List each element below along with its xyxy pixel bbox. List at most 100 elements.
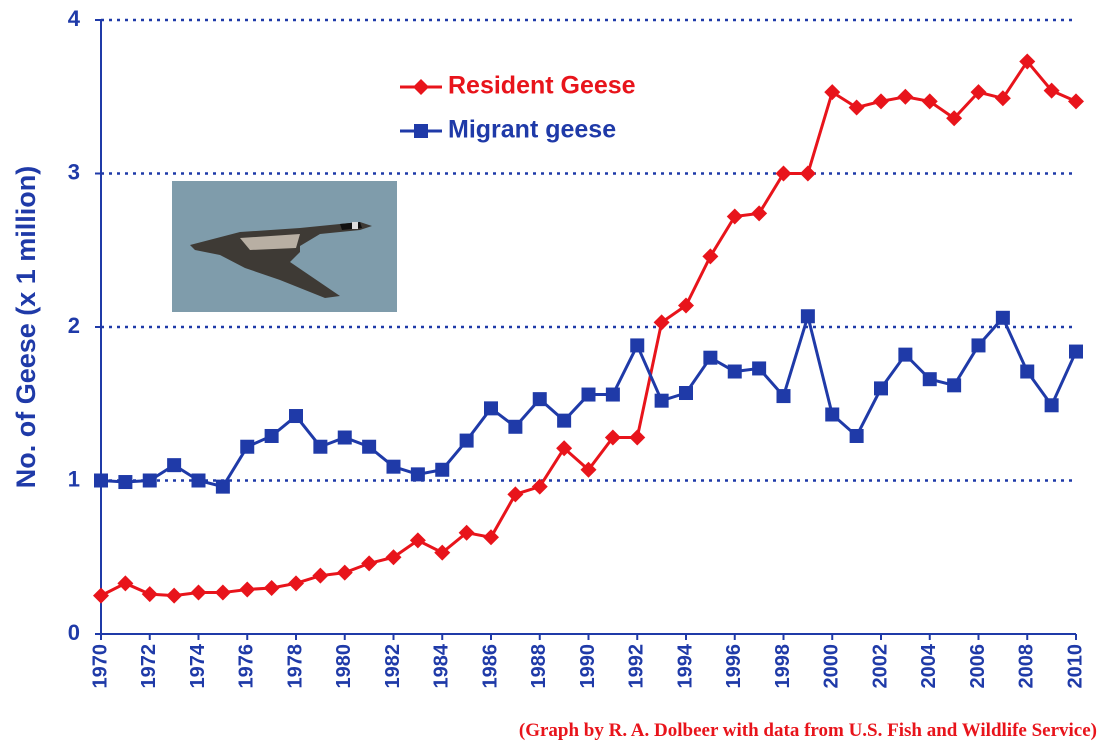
data-point — [531, 478, 548, 495]
data-point — [191, 473, 206, 488]
data-point — [824, 84, 841, 101]
data-point — [263, 579, 280, 596]
x-tick-label: 1998 — [772, 644, 794, 689]
data-point — [532, 392, 547, 407]
data-point — [118, 475, 133, 490]
data-point — [1043, 82, 1060, 99]
data-point — [775, 165, 792, 182]
data-point — [458, 524, 475, 541]
data-point — [288, 575, 304, 592]
data-point — [605, 387, 620, 402]
data-point — [410, 467, 425, 482]
data-point — [922, 372, 937, 387]
data-point — [751, 205, 768, 222]
y-tick-label: 4 — [68, 6, 81, 31]
data-point — [727, 364, 742, 379]
credit: (Graph by R. A. Dolbeer with data from U… — [519, 720, 1097, 741]
data-point — [971, 338, 986, 353]
y-tick-label: 0 — [68, 620, 80, 645]
data-point — [361, 555, 378, 572]
data-point — [873, 93, 889, 110]
data-point — [289, 409, 303, 424]
data-point — [629, 429, 646, 446]
x-tick-label: 2010 — [1064, 644, 1086, 689]
data-point — [385, 549, 402, 566]
x-tick-label: 2006 — [967, 644, 989, 689]
x-tick-label: 2008 — [1016, 644, 1038, 689]
data-point — [679, 386, 693, 401]
x-tick-label: 1994 — [674, 643, 696, 688]
data-point — [409, 532, 426, 549]
data-point — [1069, 344, 1083, 359]
data-point — [215, 479, 230, 494]
data-point — [874, 381, 888, 396]
data-point — [702, 248, 719, 265]
data-point — [946, 110, 963, 127]
data-point — [483, 529, 499, 546]
data-point — [556, 440, 573, 457]
data-point — [970, 84, 987, 101]
data-point — [336, 564, 353, 581]
data-point — [386, 459, 401, 474]
data-point — [117, 575, 134, 592]
data-point — [167, 458, 182, 473]
data-point — [726, 208, 743, 225]
data-point — [1019, 53, 1036, 70]
x-tick-label: 2002 — [869, 644, 891, 689]
data-point — [240, 439, 255, 454]
data-point — [484, 401, 498, 416]
data-point — [800, 309, 815, 324]
data-point — [313, 439, 328, 454]
data-point — [239, 581, 256, 598]
legend-label: Resident Geese — [448, 72, 636, 100]
data-point — [312, 567, 329, 584]
data-point — [1020, 364, 1035, 379]
x-tick-label: 1974 — [187, 643, 209, 688]
x-tick-label: 1988 — [528, 644, 550, 689]
data-point — [557, 413, 572, 428]
x-tick-label: 1992 — [626, 644, 648, 689]
data-point — [413, 79, 429, 95]
data-point — [459, 433, 474, 448]
data-point — [849, 428, 864, 443]
data-point — [848, 99, 865, 116]
data-point — [142, 473, 157, 488]
data-point — [93, 587, 109, 604]
x-tick-label: 1982 — [382, 644, 404, 689]
data-point — [752, 361, 767, 376]
x-tick-label: 1980 — [333, 644, 355, 689]
data-point — [898, 347, 913, 362]
data-point — [214, 584, 231, 601]
data-point — [995, 310, 1010, 325]
data-point — [604, 429, 621, 446]
y-axis-title: No. of Geese (x 1 million) — [11, 166, 41, 489]
x-tick-label: 2004 — [918, 643, 940, 688]
data-point — [94, 473, 108, 488]
data-point — [580, 461, 597, 478]
x-tick-label: 1978 — [284, 644, 306, 689]
data-point — [921, 93, 938, 110]
data-point — [703, 350, 718, 365]
x-tick-label: 1972 — [138, 644, 160, 689]
y-tick-label: 2 — [68, 313, 80, 338]
y-tick-label: 3 — [68, 159, 80, 184]
goose-photo — [172, 181, 397, 312]
data-point — [434, 544, 451, 561]
data-point — [507, 486, 524, 503]
data-point — [414, 124, 428, 138]
data-point — [678, 297, 694, 314]
x-tick-label: 2000 — [821, 644, 843, 689]
data-point — [776, 389, 791, 404]
data-point — [581, 387, 596, 402]
data-point — [337, 430, 352, 445]
data-point — [799, 165, 816, 182]
data-point — [630, 338, 645, 353]
x-tick-label: 1970 — [89, 644, 111, 689]
data-point — [264, 428, 279, 443]
data-point — [897, 88, 914, 105]
x-tick-label: 1986 — [479, 644, 501, 689]
data-point — [508, 419, 523, 434]
y-tick-label: 1 — [68, 466, 80, 491]
data-point — [1044, 398, 1059, 413]
